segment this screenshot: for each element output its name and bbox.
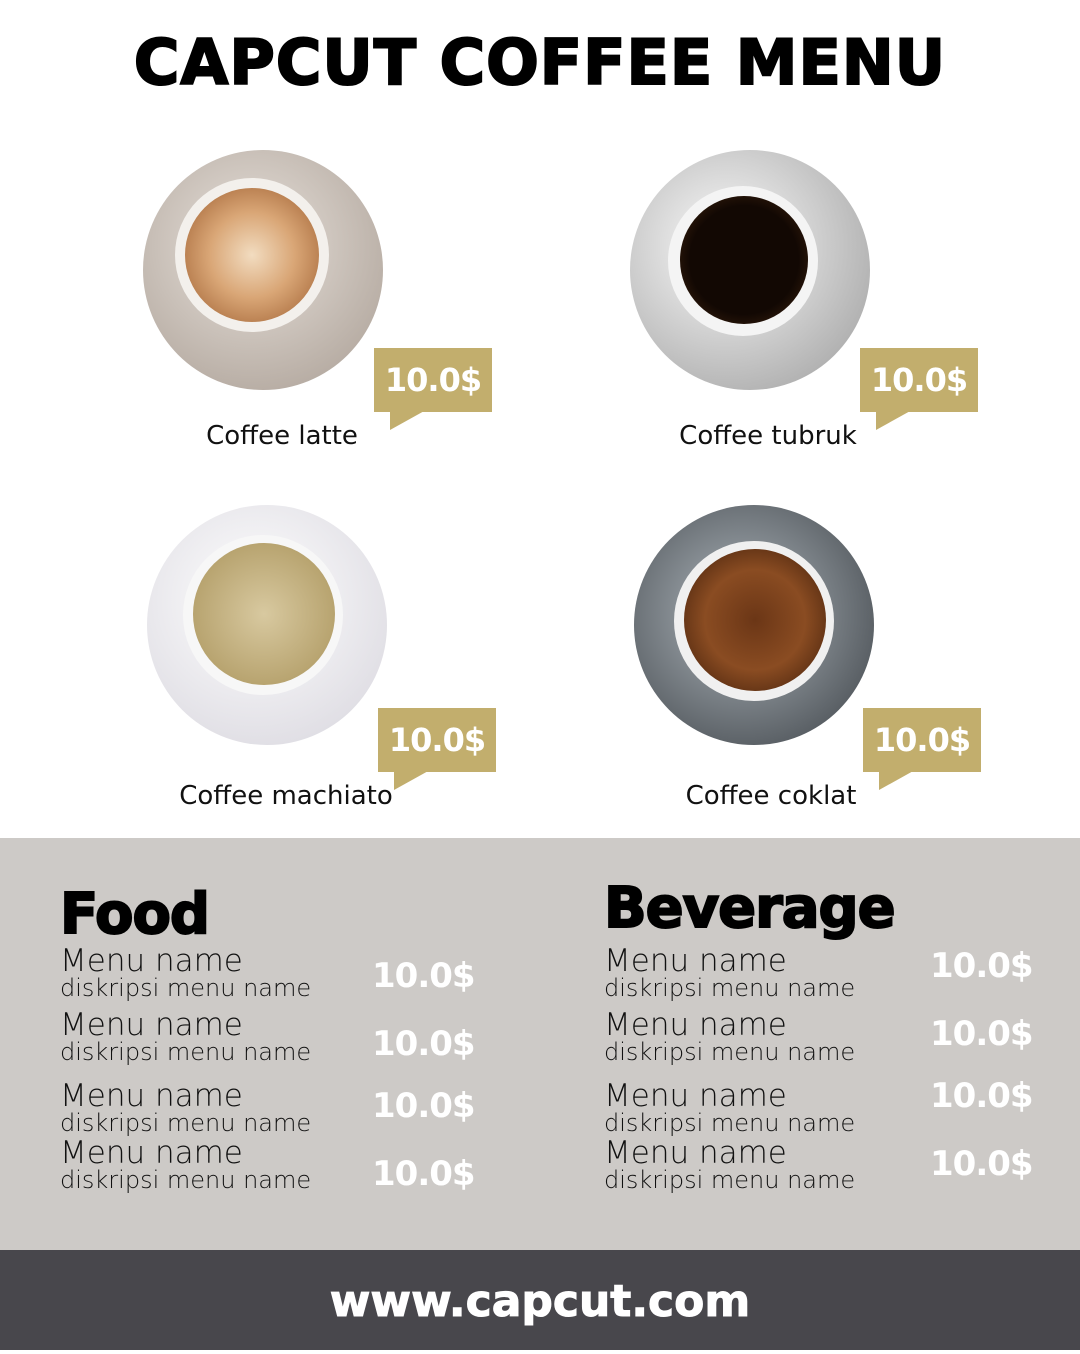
menu-item-name: Menu name xyxy=(60,1007,243,1043)
menu-item-name: Menu name xyxy=(604,1135,787,1171)
coffee-name: Coffee latte xyxy=(206,421,358,451)
menu-item-description: diskripsi menu name xyxy=(604,1166,856,1194)
menu-item-price: 10.0$ xyxy=(372,956,476,996)
menu-item-price: 10.0$ xyxy=(372,1024,476,1064)
price-tag: 10.0$ xyxy=(378,708,496,790)
menu-item-description: diskripsi menu name xyxy=(60,1109,312,1137)
menu-item-name: Menu name xyxy=(60,1135,243,1171)
menu-item-price: 10.0$ xyxy=(930,1076,1034,1116)
menu-item-description: diskripsi menu name xyxy=(604,1109,856,1137)
menu-item-description: diskripsi menu name xyxy=(60,974,312,1002)
menu-item-price: 10.0$ xyxy=(930,946,1034,986)
menu-item-name: Menu name xyxy=(60,943,243,979)
menu-item-description: diskripsi menu name xyxy=(604,974,856,1002)
coklat-cup-image xyxy=(634,505,874,745)
menu-item-price: 10.0$ xyxy=(930,1144,1034,1184)
menu-item-name: Menu name xyxy=(604,1078,787,1114)
menu-item-name: Menu name xyxy=(604,1007,787,1043)
website-url[interactable]: www.capcut.com xyxy=(0,1250,1080,1350)
coffee-name: Coffee machiato xyxy=(179,781,393,811)
page-title: CAPCUT COFFEE MENU xyxy=(133,25,947,100)
machiato-cup-image xyxy=(147,505,387,745)
menu-item-price: 10.0$ xyxy=(372,1154,476,1194)
menu-panel xyxy=(0,838,1080,1250)
coffee-name: Coffee coklat xyxy=(685,781,857,811)
price-tag: 10.0$ xyxy=(863,708,981,790)
menu-item-name: Menu name xyxy=(604,943,787,979)
menu-item-name: Menu name xyxy=(60,1078,243,1114)
food-title: Food xyxy=(59,881,211,948)
menu-item-price: 10.0$ xyxy=(372,1086,476,1126)
menu-item-description: diskripsi menu name xyxy=(60,1166,312,1194)
menu-item-description: diskripsi menu name xyxy=(604,1038,856,1066)
menu-item-price: 10.0$ xyxy=(930,1014,1034,1054)
price-tag: 10.0$ xyxy=(374,348,492,430)
price-tag: 10.0$ xyxy=(860,348,978,430)
tubruk-cup-image xyxy=(630,150,870,390)
coffee-name: Coffee tubruk xyxy=(679,421,857,451)
latte-cup-image xyxy=(143,150,383,390)
beverage-title: Beverage xyxy=(603,875,897,942)
menu-item-description: diskripsi menu name xyxy=(60,1038,312,1066)
